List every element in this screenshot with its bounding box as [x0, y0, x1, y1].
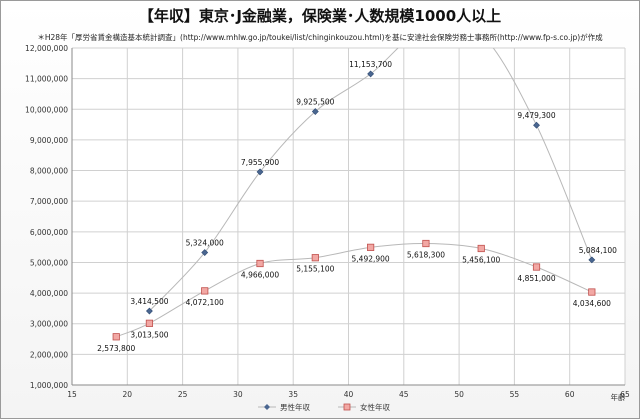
series-line: [116, 242, 593, 338]
legend-marker: [343, 403, 351, 411]
data-point: [422, 239, 430, 248]
x-tick-label: 60: [565, 390, 575, 399]
y-tick-label: 6,000,000: [30, 228, 68, 237]
x-tick-label: 30: [233, 390, 243, 399]
x-tick-label: 55: [510, 390, 520, 399]
data-label: 5,324,000: [186, 239, 224, 248]
data-point: [201, 249, 209, 256]
y-tick-label: 9,000,000: [30, 136, 68, 145]
x-tick-label: 65: [620, 390, 630, 399]
data-point: [112, 333, 120, 341]
legend-label: 男性年収: [280, 402, 310, 412]
y-tick-label: 1,000,000: [30, 381, 68, 390]
data-label: 7,955,900: [241, 158, 279, 167]
data-point: [588, 256, 596, 264]
x-axis-label: 年齢: [611, 392, 626, 402]
x-tick-label: 35: [288, 390, 298, 399]
data-point: [477, 244, 485, 253]
data-point: [311, 254, 319, 262]
data-label: 4,072,100: [186, 298, 224, 307]
data-point: [256, 168, 264, 176]
data-point: [367, 70, 375, 78]
data-label: 4,966,000: [241, 270, 279, 279]
x-tick-label: 40: [344, 390, 354, 399]
y-tick-label: 4,000,000: [30, 289, 68, 298]
chart-title: 【年収】東京･J金融業，保険業･人数規模1000人以上: [138, 7, 502, 25]
data-point: [533, 121, 540, 129]
y-tick-label: 8,000,000: [30, 167, 68, 176]
axes: 1,000,000 2,000,000 3,000,000 4,000,000 5,00…: [25, 44, 630, 399]
x-tick-label: 25: [178, 390, 188, 399]
y-tick-label: 7,000,000: [30, 197, 68, 206]
y-tick-label: 12,000,000: [25, 44, 68, 53]
data-point: [145, 307, 153, 315]
data-label: 2,573,800: [97, 344, 135, 353]
x-tick-label: 45: [399, 390, 409, 399]
y-tick-label: 2,000,000: [30, 350, 68, 359]
data-point: [367, 243, 375, 251]
data-point: [145, 319, 154, 327]
data-label: 9,479,300: [517, 111, 555, 120]
data-label: 9,925,500: [296, 98, 334, 107]
data-label: 4,851,000: [517, 274, 555, 283]
data-label: 3,414,500: [130, 297, 168, 306]
data-point: [532, 263, 541, 271]
data-label: 4,034,600: [573, 299, 611, 308]
x-tick-label: 20: [123, 390, 133, 399]
data-point: [311, 108, 319, 115]
data-label: 5,492,900: [352, 254, 390, 263]
data-point: [588, 288, 596, 296]
y-tick-label: 5,000,000: [30, 258, 68, 267]
legend-label: 女性年収: [360, 402, 390, 412]
data-labels: 3,414,500 5,324,000 7,955,900 9,925,500 11,1…: [97, 60, 617, 353]
legend-marker: [264, 404, 270, 410]
data-label: 11,153,700: [349, 60, 392, 69]
data-label: 3,013,500: [130, 330, 168, 339]
y-tick-label: 11,000,000: [25, 75, 68, 84]
x-tick-label: 50: [454, 390, 464, 399]
data-label: 5,456,100: [462, 255, 500, 264]
legend: 男性年収 女性年収: [258, 402, 390, 412]
data-label: 5,155,100: [296, 265, 334, 274]
data-point: [256, 259, 264, 268]
chart-subtitle: ＊H28年「厚労省賃金構造基本統計調査」(http://www.mhlw.go.…: [37, 33, 603, 42]
series-markers: [112, 70, 596, 341]
y-tick-label: 3,000,000: [30, 320, 68, 329]
data-label: 5,618,300: [407, 251, 445, 260]
x-tick-label: 15: [67, 390, 77, 399]
data-point: [201, 287, 209, 295]
y-tick-label: 10,000,000: [25, 105, 68, 114]
data-label: 5,084,100: [579, 246, 617, 255]
